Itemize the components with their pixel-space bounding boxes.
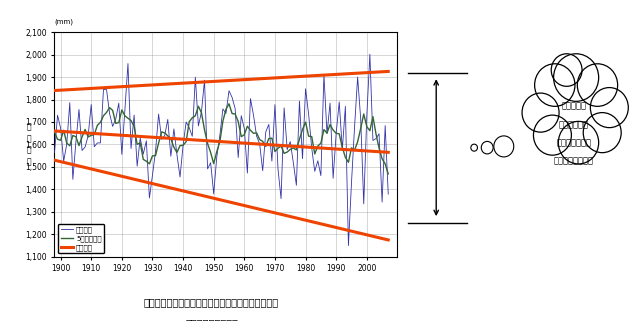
Circle shape: [583, 113, 621, 153]
Line: 5年移動平均: 5年移動平均: [54, 104, 388, 174]
5年移動平均: [378, 157, 386, 161]
年間水量: [366, 52, 374, 56]
Line: 年間水量: 年間水量: [54, 54, 388, 246]
Text: 年間水量の経年変化: 年間水量の経年変化: [185, 318, 238, 321]
Circle shape: [535, 64, 575, 106]
Circle shape: [471, 144, 478, 151]
Legend: 年間水量, 5年移動平均, トレンド: 年間水量, 5年移動平均, トレンド: [58, 224, 104, 253]
Circle shape: [494, 136, 513, 157]
Text: 雨の多い年と: 雨の多い年と: [559, 120, 589, 129]
年間水量: [385, 192, 392, 196]
Text: 少ない年の差が: 少ない年の差が: [556, 138, 591, 147]
Text: (mm): (mm): [54, 19, 74, 25]
Circle shape: [481, 141, 493, 154]
年間水量: [204, 167, 212, 171]
Circle shape: [578, 64, 618, 106]
Text: （注）気象庁資料をもとに国土交通省水資源部作成: （注）気象庁資料をもとに国土交通省水資源部作成: [144, 297, 279, 307]
年間水量: [369, 139, 377, 143]
Text: 拡大しています。: 拡大しています。: [554, 156, 594, 165]
年間水量: [213, 155, 221, 159]
5年移動平均: [385, 172, 392, 176]
5年移動平均: [149, 154, 156, 158]
Circle shape: [551, 54, 582, 86]
年間水量: [381, 124, 389, 127]
Text: 年
間
水
量: 年 間 水 量: [26, 122, 31, 167]
Circle shape: [590, 88, 628, 128]
Circle shape: [533, 115, 571, 155]
5年移動平均: [204, 142, 212, 145]
年間水量: [287, 140, 294, 143]
5年移動平均: [213, 150, 221, 153]
Text: 近年では、: 近年では、: [562, 102, 587, 111]
年間水量: [149, 173, 156, 177]
5年移動平均: [51, 130, 58, 134]
5年移動平均: [290, 146, 297, 150]
Circle shape: [554, 54, 599, 101]
Circle shape: [558, 121, 599, 164]
年間水量: [345, 244, 353, 247]
5年移動平均: [366, 129, 374, 133]
年間水量: [51, 151, 58, 155]
Circle shape: [522, 93, 559, 132]
5年移動平均: [225, 102, 233, 106]
